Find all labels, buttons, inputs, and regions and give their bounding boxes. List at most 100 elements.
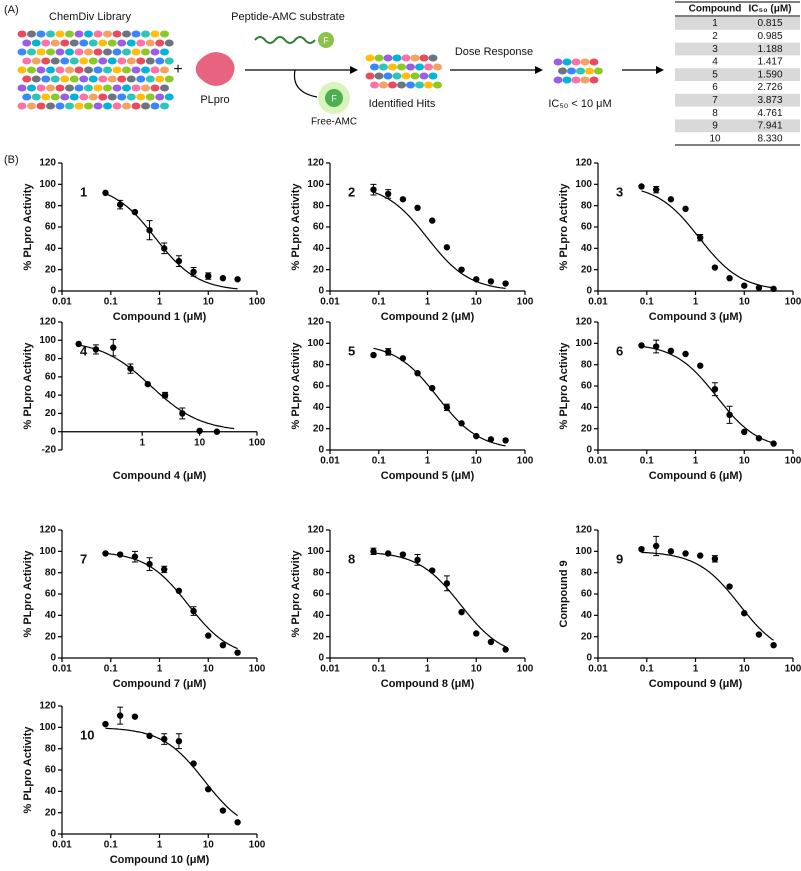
compound-dot	[103, 30, 112, 38]
x-tick-label: 0.01	[52, 664, 72, 675]
x-tick-label: 0.01	[588, 456, 608, 467]
data-point	[75, 340, 82, 348]
compound-dot	[562, 76, 572, 84]
fit-curve	[105, 552, 238, 650]
data-point	[443, 244, 451, 251]
data-point	[190, 760, 197, 767]
fit-curve	[105, 193, 238, 290]
compound-dot	[69, 39, 79, 47]
compound-dot	[88, 75, 98, 83]
data-point	[487, 278, 495, 285]
x-tick-label: 1	[157, 664, 163, 675]
compound-dot	[50, 57, 60, 65]
compound-dot	[98, 75, 108, 83]
x-tick-label: 10	[739, 456, 751, 467]
data-point	[770, 440, 777, 447]
data-point	[205, 272, 212, 280]
table-cell: 0.815	[757, 18, 782, 29]
enzyme-label: PLpro	[200, 94, 229, 106]
data-point	[205, 632, 212, 639]
compound-dot	[103, 102, 112, 110]
y-tick-label: 40	[313, 243, 325, 254]
compound-dot	[93, 84, 103, 92]
compound-dot	[136, 75, 146, 83]
compound-dot	[65, 66, 74, 74]
x-tick-label: 100	[785, 297, 801, 308]
data-point	[414, 204, 421, 211]
compound-dot	[141, 30, 150, 38]
compound-dot	[36, 84, 46, 92]
data-point	[131, 713, 139, 720]
compound-dot	[84, 84, 93, 92]
compound-dot	[122, 66, 131, 74]
peptide	[254, 36, 316, 44]
y-tick-label: 20	[45, 408, 57, 419]
table-cell: 8.330	[757, 133, 782, 144]
compound-dot	[160, 66, 169, 74]
y-tick-label: 0	[318, 445, 324, 456]
data-point	[196, 427, 203, 434]
compound-dot	[31, 75, 41, 83]
y-tick-label: 0	[50, 829, 56, 840]
compound-dot	[571, 58, 581, 66]
table-cell: 9	[712, 121, 718, 132]
compound-dot	[567, 67, 576, 75]
data-point	[219, 642, 227, 649]
y-tick-label: 0	[318, 286, 324, 297]
y-axis-label: Compound 9	[558, 560, 570, 627]
y-tick-label: 20	[45, 264, 57, 275]
x-tick-label: 100	[249, 664, 266, 675]
data-point	[234, 276, 241, 283]
compound-dot	[103, 48, 112, 56]
data-point	[487, 638, 495, 646]
compound-dot	[103, 84, 112, 92]
y-tick-label: 100	[307, 338, 324, 349]
compound-dot	[594, 67, 603, 75]
data-point	[102, 189, 109, 197]
compound-number: 6	[616, 343, 623, 358]
compound-dot	[122, 102, 131, 110]
y-tick-label: 0	[586, 445, 592, 456]
compound-dot	[126, 75, 136, 83]
table-cell: 4	[712, 57, 718, 68]
y-tick-label: 60	[45, 765, 57, 776]
compound-dot	[136, 93, 146, 101]
release-arrow	[293, 69, 318, 98]
x-tick-label: 1	[157, 840, 163, 851]
compound-dot	[22, 93, 32, 101]
y-tick-label: 60	[581, 222, 593, 233]
data-point	[473, 432, 480, 440]
compound-dot	[365, 54, 375, 62]
x-tick-label: 1	[693, 456, 699, 467]
compound-dot	[406, 63, 415, 71]
compound-dot	[60, 75, 70, 83]
compound-dot	[36, 66, 46, 74]
data-point	[384, 348, 392, 356]
y-tick-label: 60	[313, 381, 325, 392]
data-point	[443, 404, 451, 411]
data-point	[161, 566, 168, 573]
compound-dot	[107, 75, 117, 83]
compound-number: 10	[80, 727, 94, 742]
compound-dot	[433, 81, 442, 89]
x-tick-label: 10	[471, 456, 483, 467]
compound-dot	[155, 93, 165, 101]
compound-dot	[60, 57, 70, 65]
product-label: Free-AMC	[311, 117, 357, 128]
table-cell: 5	[712, 69, 718, 80]
data-point	[697, 234, 704, 241]
data-point	[682, 205, 689, 213]
data-point	[667, 196, 675, 203]
plpro-enzyme	[195, 52, 235, 86]
compound-dot	[379, 63, 388, 71]
fit-curve	[641, 345, 774, 444]
compound-dot	[576, 67, 585, 75]
hits-label: Identified Hits	[369, 98, 436, 110]
compound-dot	[46, 30, 55, 38]
table-row-bg	[675, 119, 800, 133]
x-tick-label: 10	[471, 297, 483, 308]
x-tick-label: 1	[139, 437, 145, 448]
compound-dot	[370, 63, 379, 71]
data-point	[711, 264, 719, 271]
data-point	[370, 351, 377, 359]
